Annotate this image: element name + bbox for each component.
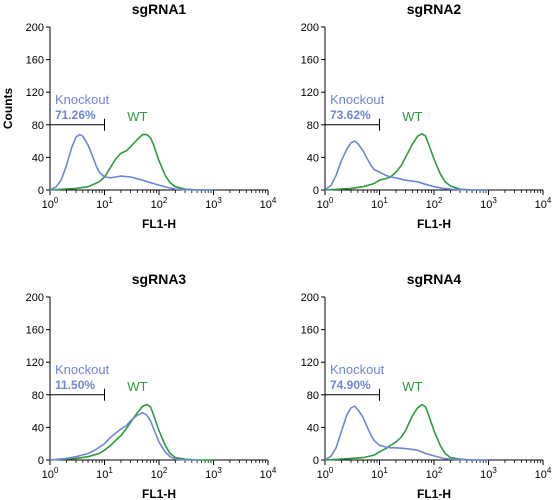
x-tick-label: 100 <box>42 466 59 481</box>
x-tick-label: 101 <box>371 196 388 211</box>
knockout-percent: 11.50% <box>55 378 95 392</box>
x-tick-label: 103 <box>480 466 497 481</box>
y-tick-label: 160 <box>26 55 44 67</box>
y-tick-label: 80 <box>307 390 319 402</box>
panel-title: sgRNA4 <box>407 271 462 287</box>
y-tick-label: 80 <box>32 390 44 402</box>
y-tick-label: 120 <box>301 87 319 99</box>
y-tick-label: 160 <box>26 325 44 337</box>
panel-title: sgRNA2 <box>407 1 462 17</box>
knockout-percent: 74.90% <box>330 378 371 392</box>
x-tick-label: 100 <box>42 196 59 211</box>
x-tick-label: 104 <box>535 196 552 211</box>
x-tick-label: 103 <box>205 466 222 481</box>
y-tick-label: 0 <box>38 455 44 467</box>
knockout-label: Knockout <box>330 92 385 107</box>
knockout-label: Knockout <box>55 92 110 107</box>
y-tick-label: 160 <box>301 325 319 337</box>
y-axis-label: Counts <box>1 88 15 130</box>
x-tick-label: 104 <box>260 196 277 211</box>
x-axis-label: FL1-H <box>417 487 451 500</box>
histogram-panel-sgrna1: sgRNA1 Counts 0 40 80 120 160 200 100 101 102 103 10… <box>1 1 277 231</box>
knockout-percent: 73.62% <box>330 108 371 122</box>
x-tick-label: 104 <box>535 466 552 481</box>
x-axis-label: FL1-H <box>142 217 176 231</box>
y-tick-label: 0 <box>313 455 319 467</box>
wt-label: WT <box>127 379 147 394</box>
x-tick-label: 100 <box>317 196 334 211</box>
y-tick-label: 0 <box>313 185 319 197</box>
x-tick-label: 102 <box>426 466 443 481</box>
knockout-histogram-line <box>324 140 489 191</box>
y-tick-label: 40 <box>307 422 319 434</box>
x-tick-label: 102 <box>426 196 443 211</box>
knockout-label: Knockout <box>330 362 385 377</box>
knockout-histogram-line <box>49 133 214 191</box>
y-tick-label: 40 <box>32 422 44 434</box>
x-tick-label: 101 <box>96 196 113 211</box>
y-tick-label: 200 <box>26 292 44 304</box>
x-tick-label: 103 <box>480 196 497 211</box>
y-tick-label: 200 <box>301 22 319 34</box>
wt-histogram-line <box>324 403 489 461</box>
wt-label: WT <box>402 379 422 394</box>
y-tick-label: 160 <box>301 55 319 67</box>
wt-histogram-line <box>49 403 214 461</box>
y-tick-label: 80 <box>32 120 44 132</box>
panel-title: sgRNA1 <box>132 1 187 17</box>
x-tick-label: 104 <box>260 466 277 481</box>
x-tick-label: 101 <box>96 466 113 481</box>
knockout-histogram-line <box>49 411 198 461</box>
x-tick-label: 100 <box>317 466 334 481</box>
y-tick-label: 200 <box>26 22 44 34</box>
x-axis-label: FL1-H <box>142 487 176 500</box>
y-tick-label: 120 <box>301 357 319 369</box>
y-tick-label: 0 <box>38 185 44 197</box>
knockout-histogram-line <box>324 405 489 461</box>
y-tick-label: 120 <box>26 87 44 99</box>
x-tick-label: 101 <box>371 466 388 481</box>
histogram-panel-sgrna3: sgRNA3 0 40 80 120 160 200 100 101 102 103 104 FL1-H… <box>26 271 277 500</box>
y-tick-label: 80 <box>307 120 319 132</box>
wt-label: WT <box>127 109 147 124</box>
knockout-label: Knockout <box>55 362 110 377</box>
x-tick-label: 103 <box>205 196 222 211</box>
wt-histogram-line <box>324 133 489 191</box>
x-axis-label: FL1-H <box>417 217 451 231</box>
histogram-panel-sgrna4: sgRNA4 0 40 80 120 160 200 100 101 102 103 104 FL1-H… <box>301 271 552 500</box>
y-tick-label: 120 <box>26 357 44 369</box>
x-tick-label: 102 <box>151 196 168 211</box>
x-tick-label: 102 <box>151 466 168 481</box>
wt-histogram-line <box>49 133 214 191</box>
y-tick-label: 40 <box>32 152 44 164</box>
y-tick-label: 40 <box>307 152 319 164</box>
wt-label: WT <box>402 109 422 124</box>
knockout-percent: 71.26% <box>55 108 96 122</box>
y-tick-label: 200 <box>301 292 319 304</box>
panel-title: sgRNA3 <box>132 271 187 287</box>
histogram-panel-sgrna2: sgRNA2 0 40 80 120 160 200 100 101 102 103 104 FL1-H… <box>301 1 552 231</box>
